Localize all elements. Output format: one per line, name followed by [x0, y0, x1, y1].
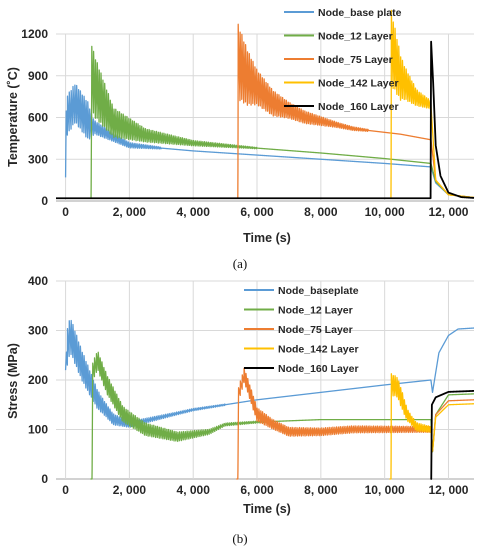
stress-x-tick-label: 0	[62, 483, 69, 497]
temperature-y-tick-label: 1200	[21, 27, 48, 41]
temperature-legend-label-142: Node_142 Layer	[318, 78, 399, 90]
chart-stress: 0 100 200 300 400 0 2, 000 4, 000 6, 000 8, 000 10…	[6, 274, 475, 516]
temperature-x-axis-label: Time (s)	[243, 231, 291, 245]
stress-legend-label-12: Node_12 Layer	[278, 305, 353, 317]
stress-x-tick-label: 12, 000	[428, 483, 468, 497]
temperature-series-line-base	[64, 84, 475, 199]
temperature-x-tick-label: 8, 000	[304, 205, 338, 219]
temperature-legend-label-75: Node_75 Layer	[318, 54, 393, 66]
stress-x-tick-label: 6, 000	[240, 483, 274, 497]
stress-y-tick-label: 200	[28, 373, 48, 387]
temperature-y-tick-label: 300	[28, 152, 48, 166]
temperature-x-tick-label: 2, 000	[113, 205, 147, 219]
temperature-series-line-12	[88, 45, 475, 199]
temperature-legend-label-base: Node_base plate	[318, 7, 402, 19]
temperature-x-tick-label: 12, 000	[428, 205, 468, 219]
caption-a: (a)	[233, 256, 247, 271]
stress-y-tick-label: 0	[41, 472, 48, 486]
stress-x-tick-label: 4, 000	[177, 483, 211, 497]
temperature-x-tick-label: 6, 000	[240, 205, 274, 219]
stress-legend-label-75: Node_75 Layer	[278, 324, 353, 336]
temperature-y-tick-label: 900	[28, 69, 48, 83]
stress-y-tick-label: 400	[28, 274, 48, 288]
stress-x-axis-label: Time (s)	[243, 502, 291, 516]
temperature-x-tick-label: 4, 000	[177, 205, 211, 219]
temperature-y-axis-label: Temperature (˚C)	[6, 67, 20, 167]
stress-legend-label-142: Node_142 Layer	[278, 344, 359, 356]
temperature-x-tick-label: 0	[62, 205, 69, 219]
chart-temperature: 0 300 600 900 1200 0 2, 000 4, 000 6, 000 8, 000 1…	[6, 7, 475, 245]
stress-y-tick-label: 300	[28, 324, 48, 338]
stress-series-line-75	[235, 367, 475, 480]
temperature-legend-label-12: Node_12 Layer	[318, 31, 393, 43]
stress-legend-label-160: Node_160 Layer	[278, 363, 359, 375]
stress-x-tick-label: 2, 000	[113, 483, 147, 497]
caption-b: (b)	[232, 531, 247, 546]
temperature-x-tick-label: 10, 000	[365, 205, 405, 219]
temperature-series-line-160	[55, 40, 475, 200]
stress-y-axis-label: Stress (MPa)	[6, 343, 20, 419]
stress-legend-label-base: Node_baseplate	[278, 285, 359, 297]
stress-y-tick-label: 100	[28, 423, 48, 437]
stress-x-tick-label: 8, 000	[304, 483, 338, 497]
temperature-y-tick-label: 600	[28, 111, 48, 125]
temperature-legend-label-160: Node_160 Layer	[318, 101, 399, 113]
stress-x-tick-label: 10, 000	[365, 483, 405, 497]
temperature-y-tick-label: 0	[41, 194, 48, 208]
stress-series-line-160	[429, 389, 475, 480]
